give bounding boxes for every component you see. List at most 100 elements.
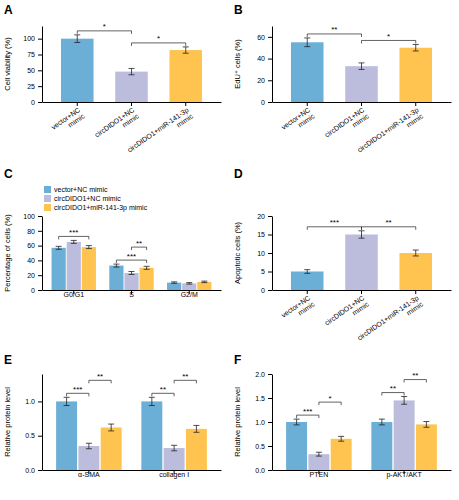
- x-axis: G0/G1SG2/M: [43, 290, 222, 298]
- error-bar: [86, 246, 92, 249]
- y-axis: 0.00.51.0: [25, 375, 42, 474]
- bar: [371, 422, 392, 470]
- error-bar: [183, 47, 189, 53]
- error-bar: [74, 35, 80, 43]
- significance-label: ***: [303, 407, 312, 416]
- y-tick-mark: [38, 290, 42, 291]
- panel: 0.00.51.01.52.0PTENp-AKT/AKT********FRel…: [233, 353, 452, 479]
- bar: [394, 400, 415, 470]
- y-tick-mark: [268, 422, 272, 423]
- y-tick: 20: [257, 77, 272, 84]
- significance-label: **: [136, 239, 142, 248]
- x-tick-mark: [307, 102, 308, 106]
- y-tick: 75: [27, 51, 42, 58]
- bar: [345, 235, 378, 291]
- significance-label: ***: [127, 252, 136, 261]
- marks: [52, 240, 212, 290]
- significance-label: ***: [330, 218, 339, 227]
- x-tick-label-line: collagen I: [159, 471, 189, 479]
- bar: [140, 268, 154, 290]
- y-axis-title: Apoptotic cells (%): [233, 221, 242, 284]
- y-tick-mark: [38, 260, 42, 261]
- significance-label: **: [390, 384, 396, 393]
- error-bar: [379, 419, 385, 425]
- error-bar: [186, 283, 192, 284]
- legend-label: vector+NC mimic: [54, 186, 108, 193]
- x-tick-label: G2/M: [181, 291, 198, 298]
- x-tick: circDIDO1+miR-141-3pmimic: [356, 102, 425, 160]
- x-tick-label-line: mimic: [297, 300, 316, 317]
- marks: [286, 397, 437, 470]
- error-bar: [113, 264, 119, 267]
- y-tick: 40: [257, 55, 272, 62]
- y-axis-title: EdU⁺ cells (%): [233, 39, 242, 89]
- bar: [291, 272, 324, 291]
- error-bar: [413, 250, 419, 256]
- x-tick-label: circDIDO1+miR-141-3pmimic: [126, 106, 195, 160]
- y-tick-label: 40: [27, 257, 35, 264]
- y-tick: 20: [257, 213, 272, 220]
- y-axis: 05101520: [257, 213, 272, 294]
- y-tick-label: 60: [27, 242, 35, 249]
- bar: [56, 401, 77, 470]
- annotations: ***: [307, 25, 415, 43]
- x-tick-label: vector+NCmimic: [280, 294, 316, 325]
- panel-title: B: [234, 3, 243, 17]
- y-tick-label: 0.5: [255, 443, 265, 450]
- y-tick-label: 0: [261, 287, 265, 294]
- error-bar: [304, 38, 310, 47]
- y-tick-mark: [268, 59, 272, 60]
- y-tick-mark: [268, 272, 272, 273]
- figure-svg: 0255075100vector+NCmimiccircDIDO1+NCmimi…: [0, 0, 459, 500]
- error-bar: [294, 419, 300, 425]
- panel: 0.00.51.0α-SMAcollagen I*********ERelati…: [3, 353, 222, 479]
- y-tick-label: 40: [257, 55, 265, 62]
- bar: [399, 253, 432, 290]
- y-axis-line: [42, 27, 43, 103]
- y-tick-label: 20: [27, 272, 35, 279]
- y-tick: 25: [27, 83, 42, 90]
- y-tick-label: 2.0: [255, 371, 265, 378]
- x-tick-label: vector+NCmimic: [280, 106, 316, 137]
- legend-item: circDIDO1+NC mimic: [44, 195, 121, 202]
- bar: [141, 401, 162, 470]
- y-tick-mark: [38, 470, 42, 471]
- y-tick-label: 20: [257, 213, 265, 220]
- x-axis-line: [43, 470, 222, 471]
- x-tick-label: circDIDO1+miR-141-3pmimic: [356, 294, 425, 348]
- x-tick-label: vector+NCmimic: [50, 106, 86, 137]
- panel-title: F: [234, 353, 241, 367]
- x-tick-label-line: mimic: [67, 112, 86, 129]
- x-tick-label-line: mimic: [405, 300, 424, 317]
- x-tick: α-SMA: [78, 470, 100, 478]
- x-axis-line: [273, 470, 452, 471]
- x-tick-label: p-AKT/AKT: [386, 471, 422, 479]
- marks: [56, 397, 207, 470]
- bar: [182, 283, 196, 290]
- bar: [82, 247, 96, 290]
- y-tick-mark: [268, 235, 272, 236]
- y-tick-mark: [38, 275, 42, 276]
- error-bar: [149, 397, 155, 405]
- y-tick-mark: [268, 102, 272, 103]
- annotations: ********: [297, 371, 427, 418]
- bar: [124, 273, 138, 290]
- y-tick-mark: [268, 446, 272, 447]
- error-bar: [423, 422, 429, 428]
- x-tick: G2/M: [181, 290, 198, 298]
- y-axis: 0204060: [257, 27, 272, 106]
- y-axis: 0.00.51.01.52.0: [255, 371, 272, 474]
- legend-item: circDIDO1+miR-141-3p mimic: [44, 204, 148, 212]
- x-tick-label-line: p-AKT/AKT: [386, 471, 422, 479]
- y-tick: 0.0: [255, 467, 272, 474]
- marks: [291, 38, 432, 102]
- annotations: **: [77, 22, 185, 46]
- y-tick-mark: [268, 470, 272, 471]
- panel-title: A: [4, 3, 13, 17]
- panel: 0255075100vector+NCmimiccircDIDO1+NCmimi…: [3, 3, 222, 160]
- error-bar: [413, 44, 419, 51]
- x-tick-label-line: S: [129, 291, 134, 298]
- error-bar: [338, 436, 344, 441]
- y-tick-label: 5: [261, 268, 265, 275]
- x-tick: p-AKT/AKT: [386, 470, 422, 479]
